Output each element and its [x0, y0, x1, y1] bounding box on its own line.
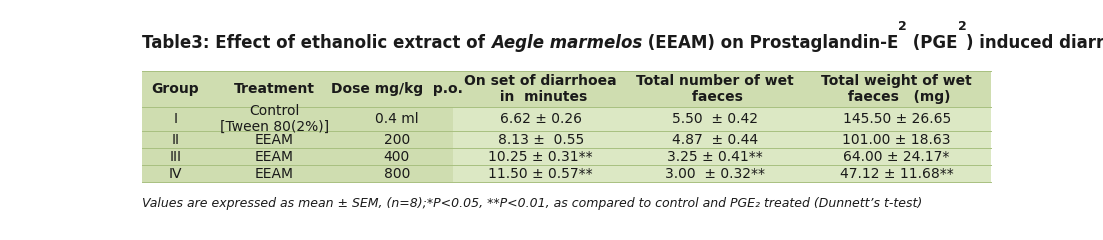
Text: 0.4 ml: 0.4 ml [375, 112, 419, 126]
Text: (EEAM) on Prostaglandin-E: (EEAM) on Prostaglandin-E [642, 34, 899, 52]
Text: 200: 200 [384, 133, 410, 147]
Text: Total number of wet
 faeces: Total number of wet faeces [636, 74, 794, 104]
Text: 11.50 ± 0.57**: 11.50 ± 0.57** [489, 167, 593, 181]
Text: ) induced diarrhoea in mice.: ) induced diarrhoea in mice. [966, 34, 1103, 52]
Text: Aegle marmelos: Aegle marmelos [491, 34, 642, 52]
Text: 101.00 ± 18.63: 101.00 ± 18.63 [843, 133, 951, 147]
Text: 6.62 ± 0.26: 6.62 ± 0.26 [500, 112, 581, 126]
Text: 5.50  ± 0.42: 5.50 ± 0.42 [672, 112, 758, 126]
Bar [453, 131, 990, 148]
Text: IV: IV [169, 167, 182, 181]
Text: Control
[Tween 80(2%)]: Control [Tween 80(2%)] [219, 104, 329, 134]
Text: 3.25 ± 0.41**: 3.25 ± 0.41** [667, 150, 763, 164]
Text: 64.00 ± 24.17*: 64.00 ± 24.17* [844, 150, 950, 164]
Text: 4.87  ± 0.44: 4.87 ± 0.44 [672, 133, 758, 147]
Bar [453, 165, 990, 182]
Text: I: I [173, 112, 178, 126]
Text: EEAM: EEAM [255, 150, 293, 164]
Text: 145.50 ± 26.65: 145.50 ± 26.65 [843, 112, 951, 126]
Text: II: II [171, 133, 179, 147]
Text: On set of diarrhoea
 in  minutes: On set of diarrhoea in minutes [464, 74, 617, 104]
Bar [453, 148, 990, 165]
Text: 10.25 ± 0.31**: 10.25 ± 0.31** [489, 150, 593, 164]
Text: 2: 2 [957, 20, 966, 33]
Text: (PGE: (PGE [907, 34, 957, 52]
Text: EEAM: EEAM [255, 133, 293, 147]
Text: III: III [169, 150, 181, 164]
Text: 800: 800 [384, 167, 410, 181]
Text: 3.00  ± 0.32**: 3.00 ± 0.32** [665, 167, 765, 181]
Text: EEAM: EEAM [255, 167, 293, 181]
Text: Dose mg/kg  p.o.: Dose mg/kg p.o. [331, 82, 463, 96]
Text: Table3: Effect of ethanolic extract of: Table3: Effect of ethanolic extract of [142, 34, 491, 52]
Text: 400: 400 [384, 150, 410, 164]
Text: 2: 2 [899, 20, 907, 33]
Text: Values are expressed as mean ± SEM, (n=8);*P<0.05, **P<0.01, as compared to cont: Values are expressed as mean ± SEM, (n=8… [142, 197, 922, 210]
Text: Total weight of wet
 faeces   (mg): Total weight of wet faeces (mg) [822, 74, 972, 104]
Text: Treatment: Treatment [234, 82, 314, 96]
Text: 47.12 ± 11.68**: 47.12 ± 11.68** [839, 167, 954, 181]
Text: Group: Group [151, 82, 199, 96]
Text: 8.13 ±  0.55: 8.13 ± 0.55 [497, 133, 583, 147]
